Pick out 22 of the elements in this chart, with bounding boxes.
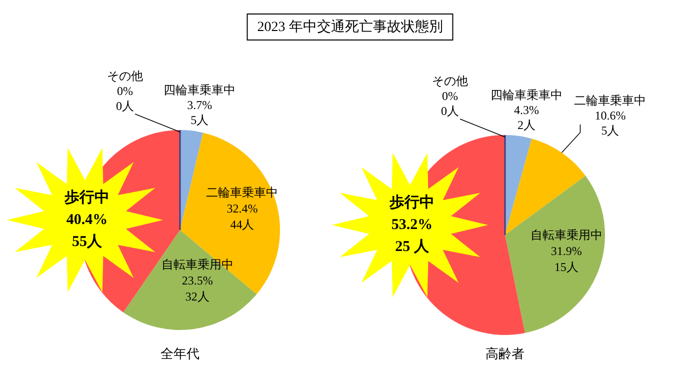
data-label: 10.6% 5人	[594, 108, 626, 138]
slice-label: 四輪車乗車中	[490, 88, 562, 102]
slice-label: 歩行中	[388, 194, 434, 211]
slice-label: 自転車乗用中	[161, 258, 234, 272]
data-label: 40.4% 55人	[66, 212, 108, 250]
text: 2023 年中交通死亡事故状態別	[257, 19, 443, 35]
text: 高齢者	[486, 346, 524, 361]
data-label: 31.9% 15人	[550, 244, 582, 274]
text: 全年代	[160, 346, 200, 361]
data-label: 4.3% 2人	[514, 103, 539, 132]
data-label: 3.7% 5人	[187, 98, 212, 127]
text: 0% 0人	[441, 89, 459, 118]
text: 0% 0人	[116, 84, 134, 113]
slice-label: 歩行中	[64, 189, 110, 206]
slice-label: 二輪車乗車中	[574, 94, 646, 108]
data-label: 23.5% 32人	[182, 274, 213, 304]
slice-label: 四輪車乗車中	[164, 83, 236, 97]
data-label: 32.4% 44人	[226, 202, 258, 232]
data-label: 53.2% 25 人	[391, 217, 433, 255]
slice-label: 自転車乗用中	[530, 228, 602, 242]
category-label: その他	[107, 69, 143, 83]
category-label: その他	[432, 74, 468, 88]
